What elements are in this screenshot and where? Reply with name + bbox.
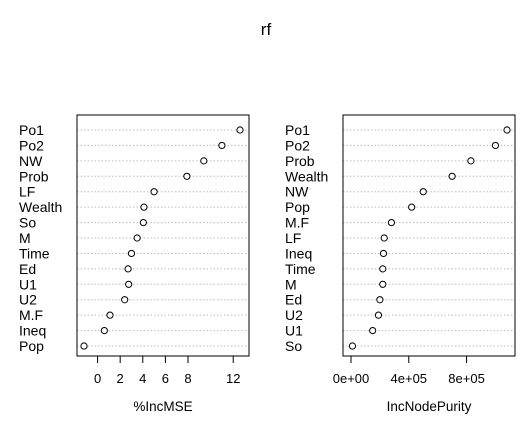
data-point — [491, 141, 500, 150]
variable-label: U1 — [285, 323, 303, 339]
x-axis-title: IncNodePurity — [387, 399, 472, 414]
x-tick-label: 4 — [139, 371, 146, 386]
variable-label: Po2 — [285, 137, 310, 153]
variable-label: Ed — [285, 292, 302, 308]
variable-label: M.F — [19, 307, 43, 323]
data-point — [380, 234, 388, 242]
variable-label: LF — [19, 184, 35, 200]
data-point — [448, 172, 456, 180]
data-point — [106, 311, 114, 319]
variable-label: U2 — [285, 307, 303, 323]
data-point — [419, 188, 427, 196]
x-tick-label: 8 — [184, 371, 191, 386]
data-point — [379, 265, 387, 273]
data-point — [467, 157, 475, 165]
variable-label: Po1 — [19, 122, 44, 138]
variable-label: Prob — [19, 168, 49, 184]
variable-label: Po2 — [19, 137, 44, 153]
variable-label: Pop — [19, 338, 44, 354]
variable-label: Time — [19, 245, 50, 261]
data-point — [140, 203, 148, 211]
data-point — [125, 280, 133, 288]
variable-label: Ineq — [19, 323, 46, 339]
data-point — [379, 280, 387, 288]
variable-label: Prob — [285, 153, 315, 169]
data-point — [503, 126, 511, 134]
variable-label: Pop — [285, 199, 310, 215]
panel-incmse: Po1Po2NWProbLFWealthSoMTimeEdU1U2M.FIneq… — [19, 114, 250, 414]
data-point — [348, 342, 357, 350]
x-tick-label: 8e+05 — [448, 371, 485, 386]
variable-label: Wealth — [285, 168, 328, 184]
plot-frame — [342, 114, 516, 357]
variable-label: U1 — [19, 276, 37, 292]
data-point — [100, 326, 108, 335]
data-point — [133, 234, 141, 242]
variable-label: M.F — [285, 215, 309, 231]
data-point — [379, 249, 388, 258]
data-point — [127, 249, 136, 258]
data-point — [369, 326, 377, 335]
variable-label: NW — [285, 184, 309, 200]
data-point — [374, 311, 383, 319]
data-point — [376, 296, 384, 304]
data-point — [124, 265, 132, 273]
data-point — [139, 218, 147, 227]
data-point — [218, 141, 226, 150]
plot-frame — [76, 114, 250, 357]
x-tick-label: 0 — [94, 371, 101, 386]
x-axis-title: %IncMSE — [133, 399, 192, 414]
variable-label: M — [285, 276, 297, 292]
x-tick-label: 12 — [226, 371, 240, 386]
variable-label: So — [285, 338, 302, 354]
variable-label: Po1 — [285, 122, 310, 138]
data-point — [200, 157, 208, 165]
x-tick-label: 4e+05 — [391, 371, 428, 386]
variable-label: So — [19, 215, 36, 231]
data-point — [236, 126, 244, 134]
variable-label: NW — [19, 153, 43, 169]
panel-incnodepurity: Po1Po2ProbWealthNWPopM.FLFIneqTimeMEdU2U… — [285, 114, 516, 414]
chart-title: rf — [261, 20, 272, 39]
data-point — [150, 188, 158, 196]
variable-label: Ineq — [285, 245, 312, 261]
x-tick-label: 0e+00 — [333, 371, 370, 386]
variable-label: Time — [285, 261, 316, 277]
variable-label: M — [19, 230, 31, 246]
data-point — [80, 342, 88, 350]
data-point — [408, 203, 416, 211]
variable-label: Ed — [19, 261, 36, 277]
x-tick-label: 6 — [162, 371, 169, 386]
variable-label: Wealth — [19, 199, 62, 215]
data-point — [121, 296, 129, 304]
data-point — [387, 218, 396, 227]
x-tick-label: 2 — [117, 371, 124, 386]
variable-label: U2 — [19, 292, 37, 308]
variable-label: LF — [285, 230, 301, 246]
data-point — [183, 172, 191, 180]
